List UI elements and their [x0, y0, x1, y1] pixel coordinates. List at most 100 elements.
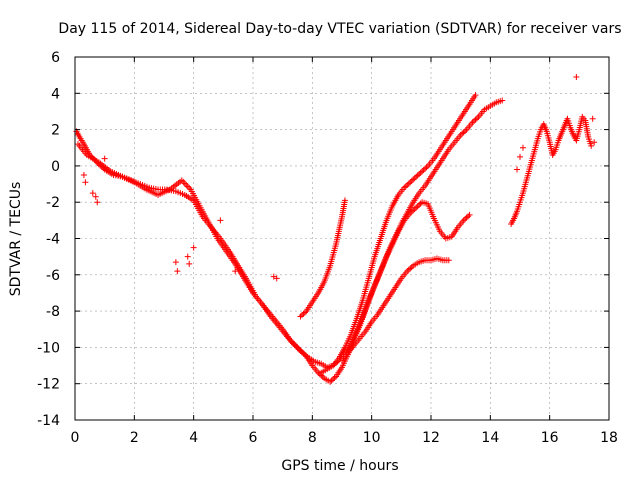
y-tick-label: -14 — [37, 413, 60, 429]
data-point — [591, 139, 598, 146]
x-tick-label: 4 — [189, 430, 198, 446]
data-point — [330, 362, 337, 369]
tick-labels: 0 2 4 6 8 10 12 14 16 18 -14 -12 -10 -8 -6 -4 -2 0 2 4 6 — [37, 50, 618, 446]
x-tick-label: 18 — [600, 430, 618, 446]
data-point — [232, 268, 239, 275]
data-point — [404, 181, 411, 188]
data-point — [411, 206, 418, 213]
data-point — [469, 119, 476, 126]
data-point — [184, 183, 191, 190]
data-point — [401, 184, 408, 191]
y-tick-label: -12 — [37, 377, 60, 393]
data-point — [407, 179, 414, 186]
series-second-trace — [74, 97, 506, 385]
data-point — [416, 201, 423, 208]
data-point — [101, 155, 108, 162]
data-point — [183, 181, 190, 188]
data-point — [417, 169, 424, 176]
data-point — [459, 130, 466, 137]
data-point — [331, 361, 338, 368]
data-point — [217, 217, 224, 224]
data-point — [519, 144, 526, 151]
axis-ticks — [74, 56, 610, 421]
y-tick-label: 4 — [51, 86, 60, 102]
data-point — [465, 213, 472, 220]
data-point — [414, 203, 421, 210]
y-tick-label: -8 — [46, 304, 60, 320]
data-point — [473, 115, 480, 122]
data-point — [420, 166, 427, 173]
y-tick-label: 2 — [51, 123, 60, 139]
data-point — [462, 127, 469, 134]
x-tick-label: 10 — [363, 430, 381, 446]
data-point — [573, 73, 580, 80]
x-tick-label: 14 — [481, 430, 499, 446]
data-point — [82, 179, 89, 186]
y-tick-label: -10 — [37, 340, 60, 356]
data-point — [407, 210, 414, 217]
data-point — [410, 176, 417, 183]
data-point — [80, 171, 87, 178]
data-point — [408, 208, 415, 215]
data-point — [405, 180, 412, 187]
data-point — [297, 313, 304, 320]
data-point — [466, 211, 473, 218]
data-point — [589, 115, 596, 122]
series-third-trace — [318, 199, 473, 376]
data-point — [408, 264, 415, 271]
data-point — [89, 190, 96, 197]
data-point — [499, 97, 506, 104]
data-point — [172, 259, 179, 266]
data-point — [472, 116, 479, 123]
data-point — [405, 266, 412, 273]
data-point — [404, 268, 411, 275]
data-point — [298, 312, 305, 319]
y-tick-label: 0 — [51, 159, 60, 175]
data-point — [460, 217, 467, 224]
data-point — [402, 183, 409, 190]
x-tick-label: 12 — [422, 430, 440, 446]
data-point — [331, 374, 338, 381]
data-point — [273, 275, 280, 282]
x-tick-label: 16 — [541, 430, 559, 446]
data-point — [416, 171, 423, 178]
data-point — [330, 376, 337, 383]
data-point — [92, 193, 99, 200]
series-fourth-trace — [339, 255, 452, 364]
data-point — [328, 377, 335, 384]
data-point — [184, 253, 191, 260]
data-point — [460, 129, 467, 136]
data-point — [472, 92, 479, 99]
data-point — [463, 214, 470, 221]
chart-title: Day 115 of 2014, Sidereal Day-to-day VTE… — [58, 21, 621, 37]
data-point — [407, 265, 414, 272]
data-point — [419, 168, 426, 175]
data-point — [423, 164, 430, 171]
data-point — [417, 200, 424, 207]
data-point — [413, 173, 420, 180]
data-point — [445, 257, 452, 264]
data-point — [180, 178, 187, 185]
data-point — [414, 172, 421, 179]
y-tick-label: -6 — [46, 268, 60, 284]
data-point — [471, 117, 478, 124]
data-point — [333, 359, 340, 366]
y-tick-label: 6 — [51, 50, 60, 66]
data-point — [517, 153, 523, 160]
series-sixth-trace — [508, 113, 595, 227]
data-point — [174, 268, 181, 275]
data-point — [410, 207, 417, 214]
data-point — [457, 132, 464, 139]
x-tick-label: 2 — [130, 430, 139, 446]
data-point — [413, 204, 420, 211]
data-point — [411, 175, 418, 182]
data-point — [341, 197, 348, 204]
data-point — [301, 309, 308, 316]
data-point — [327, 378, 334, 385]
y-axis-label: SDTVAR / TECUs — [8, 182, 24, 297]
data-point — [334, 358, 341, 365]
series-fifth-trace — [297, 197, 348, 320]
x-tick-label: 8 — [308, 430, 317, 446]
data-point — [408, 177, 415, 184]
